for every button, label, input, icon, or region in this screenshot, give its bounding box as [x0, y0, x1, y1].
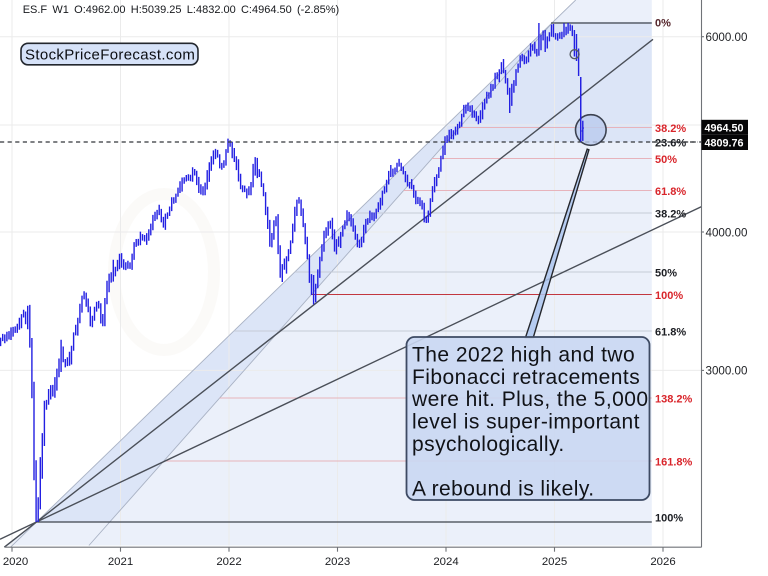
- svg-text:2026: 2026: [650, 556, 675, 568]
- svg-text:38.2%: 38.2%: [655, 209, 686, 221]
- svg-text:0%: 0%: [655, 18, 671, 30]
- svg-text:4964.50: 4964.50: [705, 123, 744, 135]
- svg-text:A rebound is likely.: A rebound is likely.: [412, 478, 595, 501]
- svg-text:2020: 2020: [3, 556, 28, 568]
- svg-text:4000.00: 4000.00: [706, 226, 748, 239]
- svg-text:38.2%: 38.2%: [655, 123, 686, 135]
- svg-text:2022: 2022: [216, 556, 241, 568]
- svg-text:161.8%: 161.8%: [655, 457, 693, 469]
- svg-text:were hit. Plus, the 5,000: were hit. Plus, the 5,000: [411, 388, 649, 411]
- svg-text:psychologically.: psychologically.: [412, 433, 565, 456]
- svg-text:The 2022 high and two: The 2022 high and two: [412, 344, 635, 367]
- svg-text:4809.76: 4809.76: [705, 137, 744, 149]
- svg-text:6000.00: 6000.00: [706, 31, 748, 44]
- svg-text:50%: 50%: [655, 154, 677, 166]
- svg-text:61.8%: 61.8%: [655, 186, 686, 198]
- svg-text:100%: 100%: [655, 290, 683, 302]
- svg-text:61.8%: 61.8%: [655, 327, 686, 339]
- svg-text:3000.00: 3000.00: [706, 365, 748, 378]
- svg-text:2025: 2025: [542, 556, 567, 568]
- svg-text:50%: 50%: [655, 268, 677, 280]
- svg-text:2023: 2023: [325, 556, 350, 568]
- svg-text:StockPriceForecast.com: StockPriceForecast.com: [25, 47, 195, 64]
- svg-text:ES.F W1 O:4962.00 H:5039.25 L:: ES.F W1 O:4962.00 H:5039.25 L:4832.00 C:…: [23, 4, 340, 16]
- svg-text:level is super-important: level is super-important: [412, 411, 640, 434]
- svg-text:100%: 100%: [655, 513, 683, 525]
- svg-text:Fibonacci retracements: Fibonacci retracements: [412, 366, 640, 389]
- svg-text:138.2%: 138.2%: [655, 394, 693, 406]
- svg-text:2021: 2021: [108, 556, 133, 568]
- svg-text:2024: 2024: [433, 556, 458, 568]
- svg-text:23.6%: 23.6%: [655, 138, 686, 150]
